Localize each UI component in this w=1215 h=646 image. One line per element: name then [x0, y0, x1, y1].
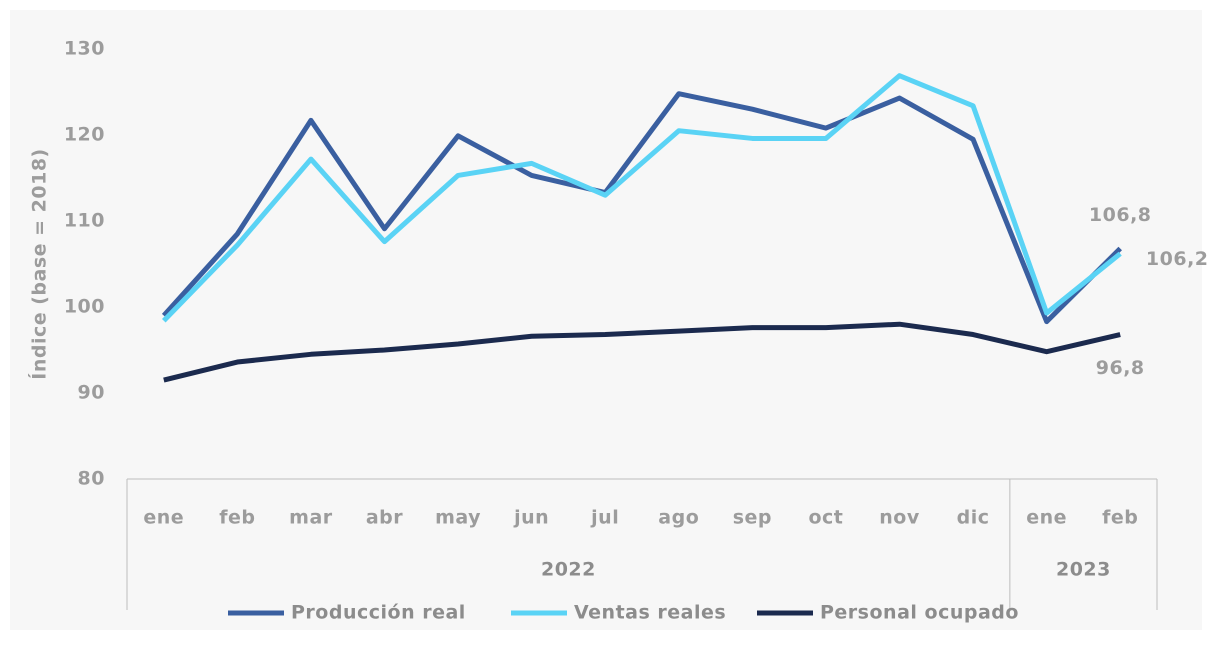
y-tick-label: 120 — [64, 124, 105, 146]
value-label: 96,8 — [1096, 357, 1145, 379]
x-tick-label: feb — [1102, 507, 1138, 529]
x-tick-label: abr — [366, 507, 403, 529]
x-tick-label: may — [435, 507, 481, 529]
x-tick-label: jun — [513, 507, 549, 529]
group-label: 2023 — [1056, 559, 1111, 581]
x-tick-label: ago — [658, 507, 699, 529]
value-label: 106,2 — [1146, 248, 1209, 270]
line-series — [161, 91, 1122, 325]
group-label: 2022 — [541, 559, 596, 581]
legend-label: Personal ocupado — [820, 602, 1019, 624]
line-series — [161, 73, 1122, 323]
x-tick-label: ene — [1026, 507, 1067, 529]
y-tick-label: 130 — [64, 38, 105, 60]
line-series — [163, 321, 1121, 383]
legend-label: Producción real — [291, 602, 466, 624]
x-tick-label: mar — [289, 507, 333, 529]
y-tick-label: 110 — [64, 210, 105, 232]
x-tick-label: oct — [808, 507, 843, 529]
y-axis-label: Índice (base = 2018) — [28, 148, 51, 380]
x-tick-label: nov — [879, 507, 920, 529]
legend-label: Ventas reales — [574, 602, 726, 624]
x-tick-label: dic — [957, 507, 990, 529]
y-tick-label: 80 — [78, 468, 105, 490]
y-tick-label: 100 — [64, 296, 105, 318]
y-tick-label: 90 — [78, 382, 105, 404]
x-tick-label: jul — [590, 507, 619, 529]
chart-background — [10, 10, 1202, 630]
value-label: 106,8 — [1089, 204, 1152, 226]
x-tick-label: sep — [733, 507, 772, 529]
x-tick-label: ene — [143, 507, 184, 529]
x-tick-label: feb — [219, 507, 255, 529]
